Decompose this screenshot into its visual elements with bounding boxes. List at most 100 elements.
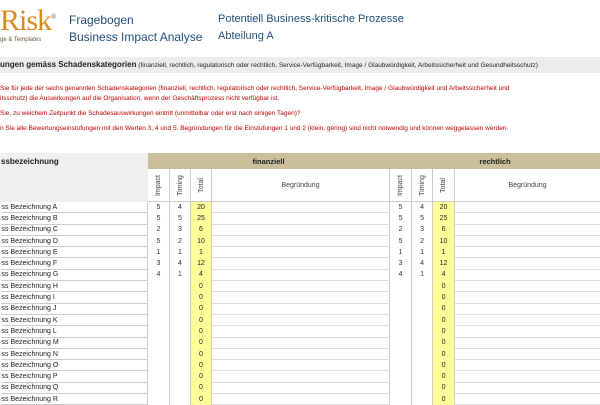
timing-cell[interactable]: 2 <box>412 235 433 246</box>
impact-cell[interactable]: 4 <box>148 269 170 280</box>
timing-cell[interactable] <box>412 337 433 348</box>
timing-cell[interactable] <box>412 314 433 325</box>
process-name[interactable]: ss Bezeichnung R <box>1 394 148 405</box>
reason-cell[interactable] <box>455 303 600 314</box>
timing-cell[interactable] <box>412 371 433 382</box>
reason-cell[interactable] <box>212 224 390 235</box>
reason-cell[interactable] <box>455 202 600 213</box>
timing-cell[interactable]: 1 <box>412 269 433 280</box>
reason-cell[interactable] <box>212 269 390 280</box>
process-name[interactable]: ss Bezeichnung P <box>1 371 148 382</box>
process-name[interactable]: ss Bezeichnung D <box>1 235 148 246</box>
reason-cell[interactable] <box>455 382 600 393</box>
impact-cell[interactable] <box>390 281 412 292</box>
impact-cell[interactable] <box>148 360 170 371</box>
impact-cell[interactable] <box>148 371 170 382</box>
reason-cell[interactable] <box>455 258 600 269</box>
process-name[interactable]: ss Bezeichnung H <box>1 281 148 292</box>
process-name[interactable]: ss Bezeichnung N <box>1 348 148 359</box>
timing-cell[interactable] <box>412 394 433 405</box>
impact-cell[interactable] <box>148 348 170 359</box>
timing-cell[interactable]: 4 <box>412 202 433 213</box>
process-name[interactable]: ss Bezeichnung J <box>1 303 148 314</box>
impact-cell[interactable] <box>148 337 170 348</box>
timing-cell[interactable]: 3 <box>170 224 191 235</box>
timing-cell[interactable] <box>170 281 191 292</box>
impact-cell[interactable] <box>148 292 170 303</box>
reason-cell[interactable] <box>455 360 600 371</box>
impact-cell[interactable]: 3 <box>148 258 170 269</box>
reason-cell[interactable] <box>212 348 390 359</box>
reason-cell[interactable] <box>455 235 600 246</box>
timing-cell[interactable] <box>412 281 433 292</box>
timing-cell[interactable]: 4 <box>170 258 191 269</box>
impact-cell[interactable] <box>390 360 412 371</box>
impact-cell[interactable]: 5 <box>390 213 412 224</box>
timing-cell[interactable]: 1 <box>170 269 191 280</box>
reason-cell[interactable] <box>212 371 390 382</box>
impact-cell[interactable] <box>148 326 170 337</box>
impact-cell[interactable]: 2 <box>148 224 170 235</box>
reason-cell[interactable] <box>455 371 600 382</box>
timing-cell[interactable] <box>170 371 191 382</box>
timing-cell[interactable] <box>170 348 191 359</box>
reason-cell[interactable] <box>212 303 390 314</box>
reason-cell[interactable] <box>455 326 600 337</box>
process-name[interactable]: ss Bezeichnung F <box>1 258 148 269</box>
timing-cell[interactable]: 4 <box>170 202 191 213</box>
reason-cell[interactable] <box>212 247 390 258</box>
timing-cell[interactable] <box>170 326 191 337</box>
impact-cell[interactable]: 1 <box>390 247 412 258</box>
reason-cell[interactable] <box>212 258 390 269</box>
impact-cell[interactable] <box>148 281 170 292</box>
process-name[interactable]: ss Bezeichnung M <box>1 337 148 348</box>
reason-cell[interactable] <box>212 326 390 337</box>
timing-cell[interactable] <box>412 360 433 371</box>
process-name[interactable]: ss Bezeichnung O <box>1 360 148 371</box>
process-name[interactable]: ss Bezeichnung G <box>1 269 148 280</box>
reason-cell[interactable] <box>212 292 390 303</box>
process-name[interactable]: ss Bezeichnung K <box>1 314 148 325</box>
timing-cell[interactable] <box>170 360 191 371</box>
timing-cell[interactable] <box>412 348 433 359</box>
process-name[interactable]: ss Bezeichnung B <box>1 213 148 224</box>
impact-cell[interactable] <box>390 337 412 348</box>
impact-cell[interactable] <box>148 314 170 325</box>
reason-cell[interactable] <box>455 337 600 348</box>
impact-cell[interactable] <box>390 303 412 314</box>
timing-cell[interactable] <box>170 303 191 314</box>
impact-cell[interactable] <box>148 394 170 405</box>
impact-cell[interactable]: 2 <box>390 224 412 235</box>
reason-cell[interactable] <box>212 337 390 348</box>
timing-cell[interactable] <box>412 303 433 314</box>
timing-cell[interactable]: 1 <box>412 247 433 258</box>
impact-cell[interactable] <box>390 348 412 359</box>
process-name[interactable]: ss Bezeichnung E <box>1 247 148 258</box>
reason-cell[interactable] <box>455 247 600 258</box>
timing-cell[interactable]: 1 <box>170 247 191 258</box>
timing-cell[interactable]: 2 <box>170 235 191 246</box>
reason-cell[interactable] <box>455 213 600 224</box>
impact-cell[interactable]: 3 <box>390 258 412 269</box>
timing-cell[interactable] <box>412 382 433 393</box>
reason-cell[interactable] <box>212 382 390 393</box>
impact-cell[interactable]: 1 <box>148 247 170 258</box>
impact-cell[interactable] <box>148 382 170 393</box>
timing-cell[interactable]: 5 <box>170 213 191 224</box>
impact-cell[interactable]: 5 <box>148 213 170 224</box>
timing-cell[interactable] <box>412 326 433 337</box>
reason-cell[interactable] <box>212 314 390 325</box>
timing-cell[interactable]: 5 <box>412 213 433 224</box>
reason-cell[interactable] <box>455 394 600 405</box>
timing-cell[interactable]: 4 <box>412 258 433 269</box>
timing-cell[interactable]: 3 <box>412 224 433 235</box>
impact-cell[interactable] <box>148 303 170 314</box>
reason-cell[interactable] <box>455 224 600 235</box>
impact-cell[interactable]: 5 <box>390 235 412 246</box>
impact-cell[interactable] <box>390 371 412 382</box>
timing-cell[interactable] <box>170 394 191 405</box>
reason-cell[interactable] <box>212 281 390 292</box>
impact-cell[interactable] <box>390 314 412 325</box>
timing-cell[interactable] <box>170 382 191 393</box>
reason-cell[interactable] <box>455 269 600 280</box>
